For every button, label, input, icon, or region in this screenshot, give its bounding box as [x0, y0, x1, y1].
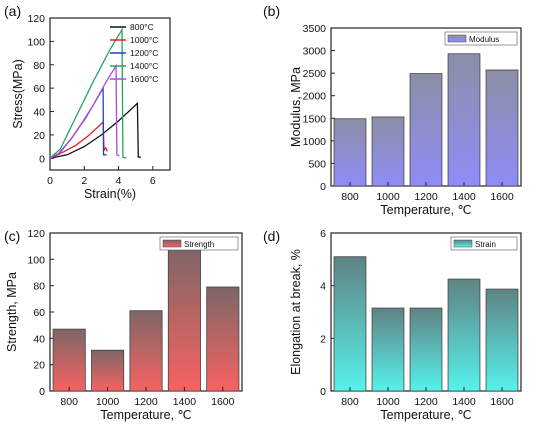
x-tick-label: 800	[341, 396, 359, 408]
x-tick-label: 1600	[490, 191, 514, 203]
y-axis-label: Elongation at break, %	[289, 249, 303, 375]
series-line-2	[49, 85, 107, 159]
x-axis-label: Temperature, ℃	[100, 408, 191, 422]
legend-label: 1400°C	[130, 61, 158, 71]
y-tick-label: 100	[27, 36, 45, 48]
bar-1400	[447, 53, 481, 187]
x-tick-label: 1400	[452, 396, 476, 408]
series-line-3	[49, 27, 127, 159]
y-tick-label: 500	[308, 158, 326, 170]
x-tick-label: 1000	[376, 191, 400, 203]
x-axis-label: Temperature, ℃	[380, 408, 471, 422]
y-tick-label: 2	[320, 333, 326, 345]
legend-swatch	[447, 34, 467, 43]
x-tick-label: 1400	[452, 191, 476, 203]
x-tick-label: 0	[47, 175, 53, 187]
y-tick-label: 3000	[303, 46, 327, 58]
plot-frame	[49, 17, 171, 171]
bar-1200	[129, 310, 163, 392]
legend-label: Strength	[184, 240, 214, 249]
series-line-4	[49, 63, 120, 159]
bar-1400	[447, 278, 481, 392]
y-tick-label: 120	[27, 13, 45, 25]
x-tick-label: 1000	[96, 396, 120, 408]
x-tick-label: 1000	[376, 396, 400, 408]
panel-label: (a)	[4, 3, 21, 19]
bar-1200	[409, 307, 443, 392]
x-tick-label: 800	[341, 191, 359, 203]
x-tick-label: 1200	[414, 396, 438, 408]
chart-panel-3: (d) 0 2 4 6 Elongation at break, % Temperature…	[263, 228, 522, 422]
y-tick-label: 0	[320, 181, 326, 193]
panel-label: (b)	[263, 3, 280, 19]
legend-swatch	[162, 239, 182, 248]
x-axis-label: Temperature, ℃	[380, 203, 471, 217]
y-tick-label: 0	[39, 386, 45, 398]
x-tick-label: 1600	[211, 396, 235, 408]
y-tick-label: 100	[27, 254, 45, 266]
x-tick-label: 6	[150, 175, 156, 187]
y-tick-label: 60	[33, 83, 45, 95]
y-axis-label: Strength, MPa	[5, 272, 19, 352]
series-line-1	[49, 120, 108, 159]
x-tick-label: 1200	[134, 396, 158, 408]
legend-label: 1600°C	[130, 74, 158, 84]
y-tick-label: 0	[320, 386, 326, 398]
bar-1000	[371, 116, 405, 187]
x-tick-label: 4	[116, 175, 122, 187]
bar-1600	[485, 69, 519, 187]
legend-label: Modulus	[469, 35, 499, 44]
y-tick-label: 2000	[303, 91, 327, 103]
y-tick-label: 20	[33, 130, 45, 142]
legend-swatch	[453, 239, 473, 248]
y-tick-label: 1500	[303, 113, 327, 125]
bar-1200	[409, 73, 443, 187]
bar-1000	[371, 307, 405, 392]
y-tick-label: 2500	[303, 68, 327, 80]
y-tick-label: 4	[320, 281, 326, 293]
bar-800	[52, 328, 86, 392]
x-tick-label: 1600	[490, 396, 514, 408]
bar-1600	[206, 286, 240, 392]
y-tick-label: 120	[27, 228, 45, 240]
y-tick-label: 40	[33, 107, 45, 119]
x-tick-label: 800	[60, 396, 78, 408]
bar-800	[333, 256, 367, 392]
y-axis-label: Stress(MPa)	[11, 59, 25, 128]
bar-1600	[485, 288, 519, 392]
x-tick-label: 1200	[414, 191, 438, 203]
x-tick-label: 1400	[173, 396, 197, 408]
panel-label: (d)	[263, 228, 280, 244]
bar-1000	[91, 349, 125, 392]
panel-label: (c)	[4, 228, 20, 244]
y-axis-label: Modulus, MPa	[289, 67, 303, 147]
x-axis-label: Strain(%)	[84, 187, 136, 201]
legend-label: 1000°C	[130, 35, 158, 45]
y-tick-label: 20	[33, 360, 45, 372]
y-tick-label: 80	[33, 281, 45, 293]
series-line-0	[49, 101, 141, 159]
y-tick-label: 3500	[303, 23, 327, 35]
chart-panel-1: (b) 0 500 1000 1500 2000 2500 3000 3500 Modulus, …	[263, 3, 522, 217]
legend-label: 800°C	[130, 22, 154, 32]
y-tick-label: 6	[320, 228, 326, 240]
bar-1400	[167, 245, 201, 392]
chart-panel-2: (c) 0 20 40 60 80 100 120 Strength, MPa Temperatu…	[4, 228, 243, 422]
y-tick-label: 80	[33, 60, 45, 72]
y-tick-label: 40	[33, 333, 45, 345]
y-tick-label: 60	[33, 307, 45, 319]
x-tick-label: 2	[81, 175, 87, 187]
bar-800	[333, 118, 367, 187]
legend-label: 1200°C	[130, 48, 158, 58]
legend-label: Strain	[475, 240, 496, 249]
y-tick-label: 0	[39, 153, 45, 165]
y-tick-label: 1000	[303, 136, 327, 148]
chart-panel-0: (a) 0 20 40 60 80 100 120 Stress(MPa) Strain(%) 0 2…	[4, 3, 171, 201]
